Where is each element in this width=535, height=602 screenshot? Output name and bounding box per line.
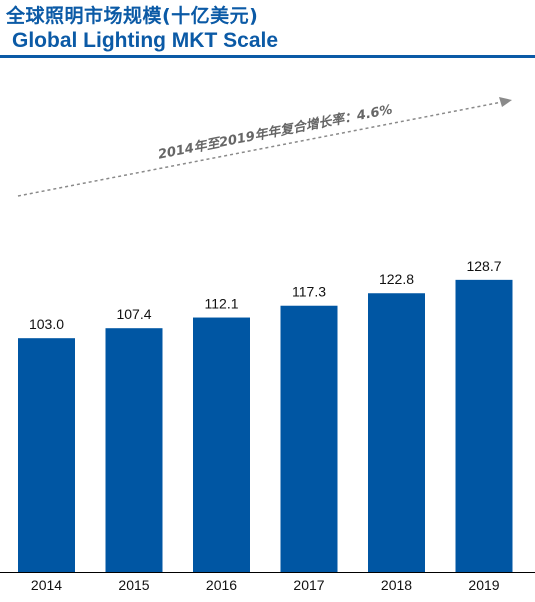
title-divider <box>0 55 535 58</box>
cagr-trend-line <box>17 101 503 197</box>
data-label-2018: 122.8 <box>379 271 414 287</box>
x-tick-label-2015: 2015 <box>118 577 149 593</box>
bars: 103.0 107.4 112.1 117.3 122.8 128.7 <box>18 258 513 572</box>
bar-2015 <box>105 328 163 572</box>
chart-title-en: Global Lighting MKT Scale <box>12 29 279 52</box>
title-block: 全球照明市场规模(十亿美元) Global Lighting MKT Scale <box>6 4 531 54</box>
x-tick-label-2017: 2017 <box>293 577 324 593</box>
bar-2017 <box>280 305 338 572</box>
x-tick-label-2019: 2019 <box>468 577 499 593</box>
bar-2018 <box>368 293 425 572</box>
cagr-annotation: 2014年至2019年年复合增长率：4.6% <box>17 97 512 197</box>
data-label-2014: 103.0 <box>29 316 64 332</box>
cagr-arrowhead <box>499 97 512 107</box>
data-label-2017: 117.3 <box>292 284 326 300</box>
bar-2019 <box>455 279 513 572</box>
x-tick-label-2018: 2018 <box>381 577 412 593</box>
chart-title-cn: 全球照明市场规模(十亿美元) <box>6 5 259 27</box>
bar-2016 <box>193 317 250 572</box>
data-label-2015: 107.4 <box>116 306 151 322</box>
bar-2014 <box>18 338 75 572</box>
x-axis: 2014 2015 2016 2017 2018 2019 <box>0 572 535 593</box>
x-tick-label-2014: 2014 <box>31 577 62 593</box>
x-tick-label-2016: 2016 <box>206 577 237 593</box>
cagr-label: 2014年至2019年年复合增长率：4.6% <box>157 101 394 162</box>
data-label-2019: 128.7 <box>466 258 501 274</box>
data-label-2016: 112.1 <box>205 296 239 312</box>
